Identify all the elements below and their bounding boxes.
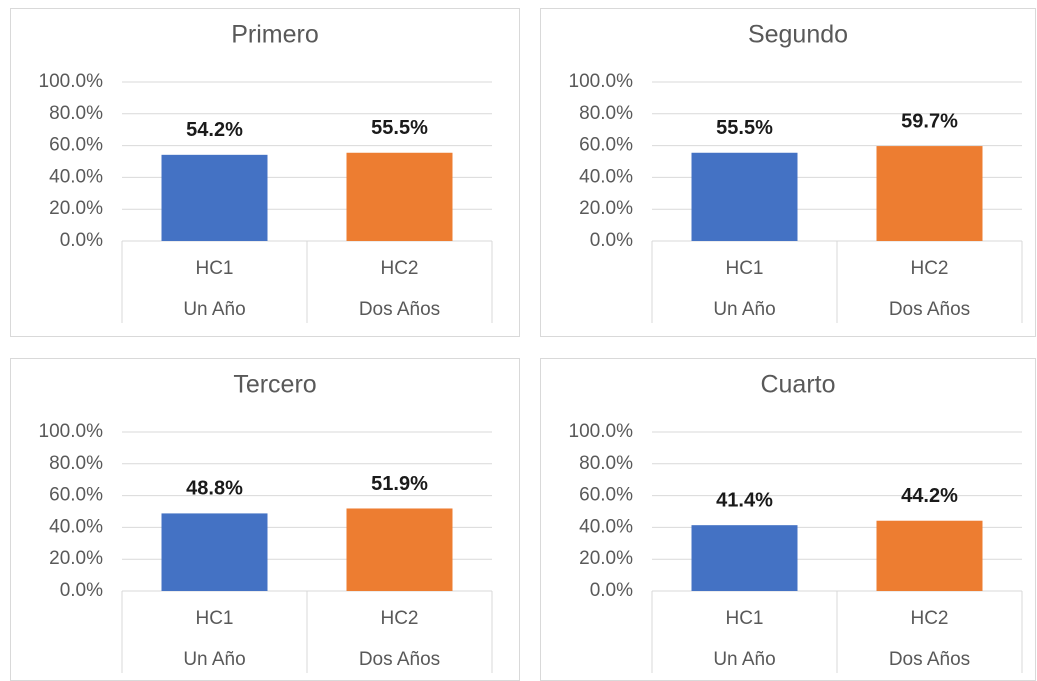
bar — [691, 525, 798, 591]
x-tick-label: HC2 — [380, 608, 418, 629]
y-tick-label: 60.0% — [49, 135, 103, 156]
y-tick-label: 80.0% — [579, 453, 633, 474]
bar — [691, 152, 798, 241]
x-group-label: Un Año — [183, 649, 245, 670]
x-group-label: Dos Años — [889, 299, 970, 320]
y-tick-label: 40.0% — [579, 516, 633, 537]
x-group-label: Un Año — [713, 299, 775, 320]
x-tick-label: HC1 — [725, 258, 763, 279]
y-tick-label: 80.0% — [579, 103, 633, 124]
x-tick-label: HC1 — [195, 608, 233, 629]
y-tick-label: 40.0% — [49, 166, 103, 187]
x-group-label: Dos Años — [359, 649, 440, 670]
y-tick-label: 60.0% — [579, 485, 633, 506]
x-tick-label: HC2 — [910, 608, 948, 629]
data-label: 48.8% — [186, 478, 243, 500]
y-tick-label: 0.0% — [60, 230, 103, 251]
y-tick-label: 0.0% — [590, 580, 633, 601]
y-tick-label: 100.0% — [569, 421, 634, 442]
y-tick-label: 0.0% — [60, 580, 103, 601]
data-label: 44.2% — [901, 485, 958, 507]
y-tick-label: 100.0% — [569, 71, 634, 92]
bar — [876, 146, 983, 241]
y-tick-label: 20.0% — [579, 548, 633, 569]
chart-title: Segundo — [748, 21, 848, 49]
y-tick-label: 80.0% — [49, 453, 103, 474]
data-label: 55.5% — [716, 117, 773, 139]
data-label: 59.7% — [901, 110, 958, 132]
y-tick-label: 80.0% — [49, 103, 103, 124]
y-tick-label: 20.0% — [579, 198, 633, 219]
data-label: 41.4% — [716, 489, 773, 511]
panel — [540, 358, 1036, 681]
y-tick-label: 60.0% — [49, 485, 103, 506]
bar — [161, 154, 268, 241]
x-group-label: Un Año — [713, 649, 775, 670]
x-tick-label: HC1 — [195, 258, 233, 279]
y-tick-label: 0.0% — [590, 230, 633, 251]
chart-title: Tercero — [233, 371, 316, 399]
x-tick-label: HC1 — [725, 608, 763, 629]
bar — [346, 152, 453, 241]
y-tick-label: 100.0% — [39, 71, 104, 92]
bar — [161, 513, 268, 591]
x-group-label: Dos Años — [889, 649, 970, 670]
x-group-label: Un Año — [183, 299, 245, 320]
y-tick-label: 40.0% — [49, 516, 103, 537]
data-label: 51.9% — [371, 473, 428, 495]
bar — [346, 508, 453, 591]
y-tick-label: 20.0% — [49, 548, 103, 569]
y-tick-label: 40.0% — [579, 166, 633, 187]
data-label: 54.2% — [186, 119, 243, 141]
data-label: 55.5% — [371, 117, 428, 139]
bar — [876, 520, 983, 591]
y-tick-label: 20.0% — [49, 198, 103, 219]
x-tick-label: HC2 — [910, 258, 948, 279]
chart-title: Primero — [231, 21, 319, 49]
x-tick-label: HC2 — [380, 258, 418, 279]
x-group-label: Dos Años — [359, 299, 440, 320]
chart-title: Cuarto — [760, 371, 835, 399]
y-tick-label: 100.0% — [39, 421, 104, 442]
y-tick-label: 60.0% — [579, 135, 633, 156]
